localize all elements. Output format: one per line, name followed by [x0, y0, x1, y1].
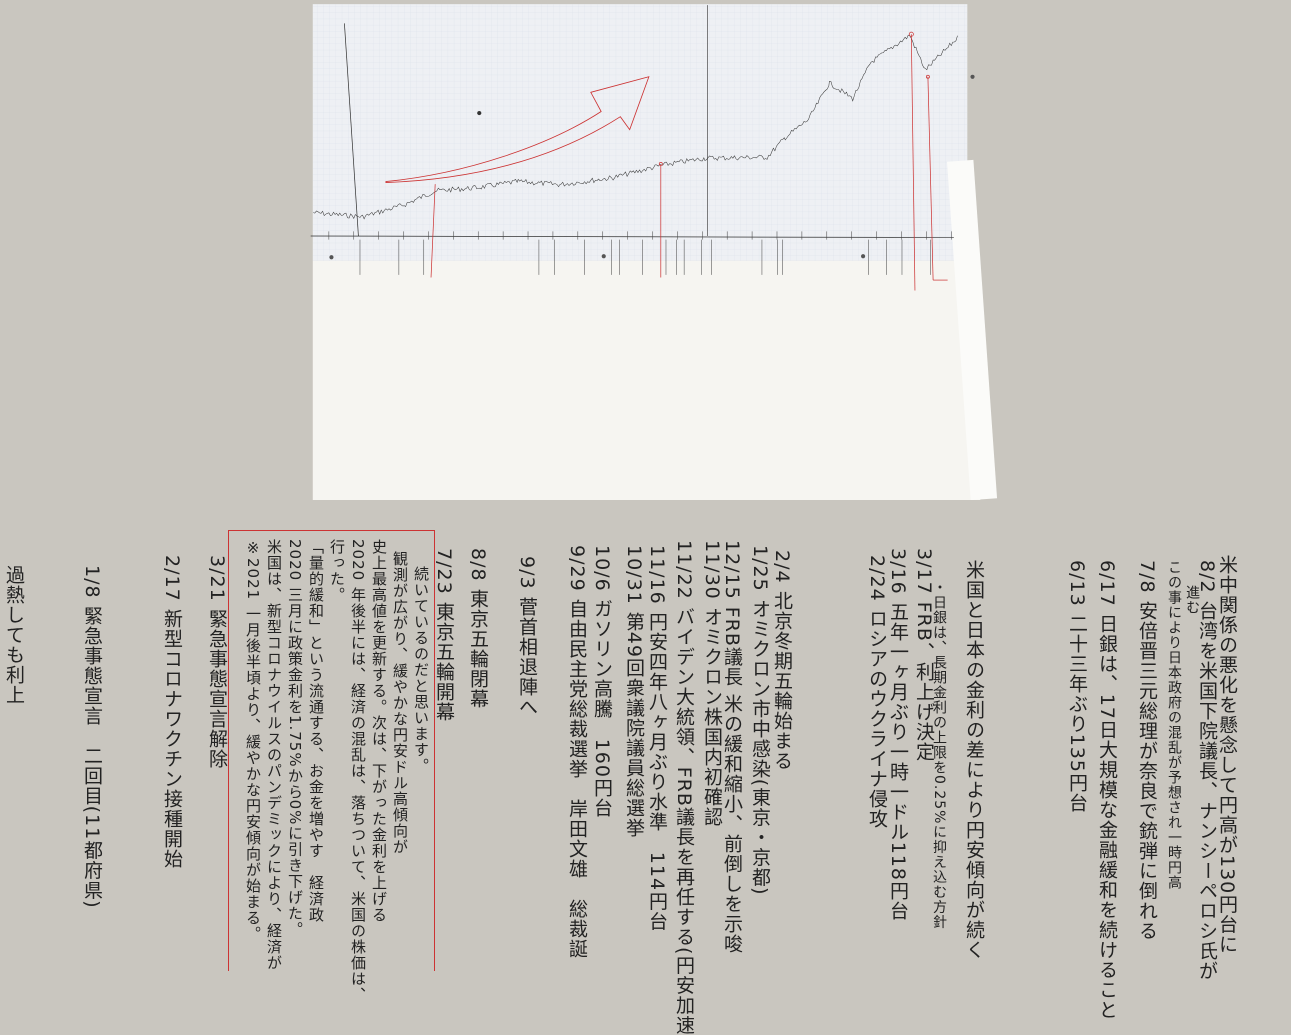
- annotation: 8/2 台湾を米国下院議長、ナンシーペロシ氏が: [1196, 560, 1218, 981]
- annotation: 3/16 五年一ヶ月ぶり一時一ドル118円台: [887, 548, 909, 921]
- note-paper: [312, 260, 981, 500]
- annotation: 6/13 二十三年ぶり135円台: [1066, 560, 1088, 813]
- annotation: 11/16 円安四年八ヶ月ぶり水準 114円台: [646, 545, 668, 932]
- photo: {"annotations":[ {"text":"過熱しても利上"}, {"t…: [3, 0, 1238, 1035]
- trend-arrow: [385, 76, 650, 184]
- annotation: 10/6 ガソリン高騰 160円台: [591, 545, 613, 818]
- annotation: 9/3 菅首相退陣へ: [516, 556, 538, 717]
- annotation: 9/29 自由民主党総裁選挙 岸田文雄 総裁誕: [566, 545, 588, 959]
- annotation: 7/8 安倍晋三元総理が奈良で銃弾に倒れる: [1136, 560, 1158, 941]
- note-line: 「量的緩和」という流通する、お金を増やす 経済政: [307, 539, 325, 923]
- note-line: ※2021 一月後半頃より、緩やかな円安傾向が始まる。: [244, 539, 262, 942]
- annotation: 1/25 オミクロン市中感染(東京・京都): [749, 545, 771, 896]
- note-line: 2020 三月に政策金利を1.75%から0%に引き下げた。: [286, 539, 304, 938]
- note-line: 史上最高値を更新する。次は、下がった金利を上げる: [370, 539, 388, 923]
- rate-line: [313, 34, 958, 220]
- note-line: 観測が広がり、緩やかな円安ドル高傾向が: [391, 551, 409, 855]
- annotation: 3/17 FRB、利上げ決定: [913, 548, 935, 762]
- annotation: 11/22 バイデン大統領、FRB議長を再任する(円安加速: [673, 540, 695, 1035]
- note-line: 米国は、新型コロナウイルスのパンデミックにより、経済が: [265, 539, 283, 971]
- annotation: 2/24 ロシアのウクライナ侵攻: [866, 555, 888, 829]
- note-box: ※2021 一月後半頃より、緩やかな円安傾向が始まる。 米国は、新型コロナウイルス…: [228, 530, 435, 1003]
- annotation: 1/8 緊急事態宣言 二回目(11都府県): [81, 565, 103, 909]
- annotation: 8/8 東京五輪閉幕: [467, 548, 489, 709]
- note-line: 2020 年後半には、経済の混乱は、落ちついて、米国の株価は、: [349, 539, 367, 1003]
- annotation: ・日銀は、長期金利の上限を0.25%に抑え込む方針: [931, 580, 947, 930]
- annotation: 米国と日本の金利の差により円安傾向が続く: [963, 560, 985, 960]
- annotation: 2/4 北京冬期五輪始まる: [771, 550, 793, 771]
- annotation: この事により日本政府の混乱が予想され一時円高: [1166, 560, 1182, 890]
- note-line: 行った。: [328, 539, 346, 603]
- wall-chart: [310, 0, 998, 500]
- annotation: 進む: [1184, 585, 1200, 615]
- annotation: 2/17 新型コロナワクチン接種開始: [161, 555, 183, 869]
- annotation: 11/30 オミクロン株国内初確認: [701, 540, 723, 827]
- annotation: 米中関係の悪化を懸念して円高が130円台に: [1216, 555, 1238, 955]
- annotation: 7/23 東京五輪開幕: [433, 548, 455, 722]
- annotation: 3/21 緊急事態宣言解除: [206, 555, 228, 769]
- annotation: 過熱しても利上: [3, 565, 25, 705]
- note-line: 続いているのだと思います。: [412, 566, 430, 774]
- annotation: 12/15 FRB議長 米の緩和縮小、前倒しを示唆: [721, 540, 743, 954]
- annotation: 6/17 日銀は、17日大規模な金融緩和を続けること: [1096, 560, 1118, 1020]
- annotation: 10/31 第49回衆議院議員総選挙: [623, 545, 645, 838]
